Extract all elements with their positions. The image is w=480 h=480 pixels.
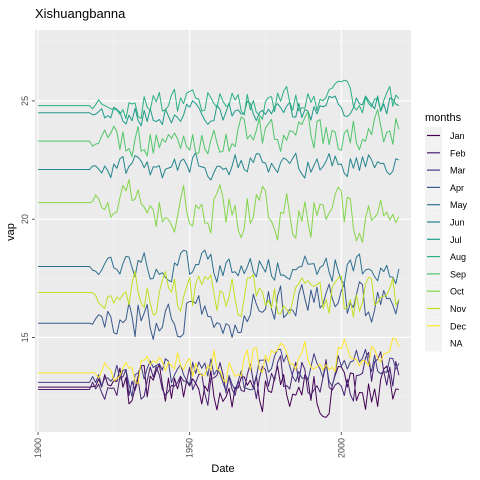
series-line-jun (38, 152, 400, 181)
series-line-dec (38, 337, 400, 385)
legend-label-mar: Mar (450, 166, 466, 176)
x-axis-label: Date (211, 463, 234, 475)
legend-label-na: NA (450, 339, 463, 349)
legend-label-jul: Jul (450, 235, 462, 245)
legend-label-feb: Feb (450, 148, 466, 158)
legend-label-dec: Dec (450, 321, 467, 331)
legend-label-sep: Sep (450, 269, 466, 279)
legend-key (425, 334, 442, 352)
x-tick-label: 1900 (33, 438, 43, 458)
series-line-mar (38, 348, 400, 397)
legend-label-nov: Nov (450, 304, 467, 314)
legend-label-oct: Oct (450, 287, 465, 297)
legend-label-jan: Jan (450, 131, 465, 141)
series-line-aug (38, 79, 400, 120)
x-tick-label: 1950 (185, 438, 195, 458)
series-line-apr (38, 281, 400, 340)
plot-panel (35, 30, 411, 432)
series-line-sep (38, 109, 400, 158)
chart-title: Xishuangbanna (35, 6, 126, 21)
y-tick-label: 15 (20, 332, 30, 342)
legend-title: months (425, 112, 462, 124)
legend: months Jan Feb Mar Apr May Jun Jul Aug Sep Oct Nov… (425, 112, 468, 352)
series-layer (38, 79, 400, 418)
y-tick-label: 20 (20, 214, 30, 224)
series-line-may (38, 249, 400, 285)
axes: 15 20 25 1900 1950 2000 (20, 96, 346, 458)
series-line-oct (38, 179, 400, 243)
legend-label-may: May (450, 200, 468, 210)
y-tick-label: 25 (20, 96, 30, 106)
y-axis-label: vap (5, 223, 17, 241)
legend-label-jun: Jun (450, 218, 465, 228)
legend-label-aug: Aug (450, 252, 466, 262)
series-line-nov (38, 270, 400, 318)
panel-background (35, 30, 411, 432)
x-tick-label: 2000 (336, 438, 346, 458)
legend-label-apr: Apr (450, 183, 464, 193)
